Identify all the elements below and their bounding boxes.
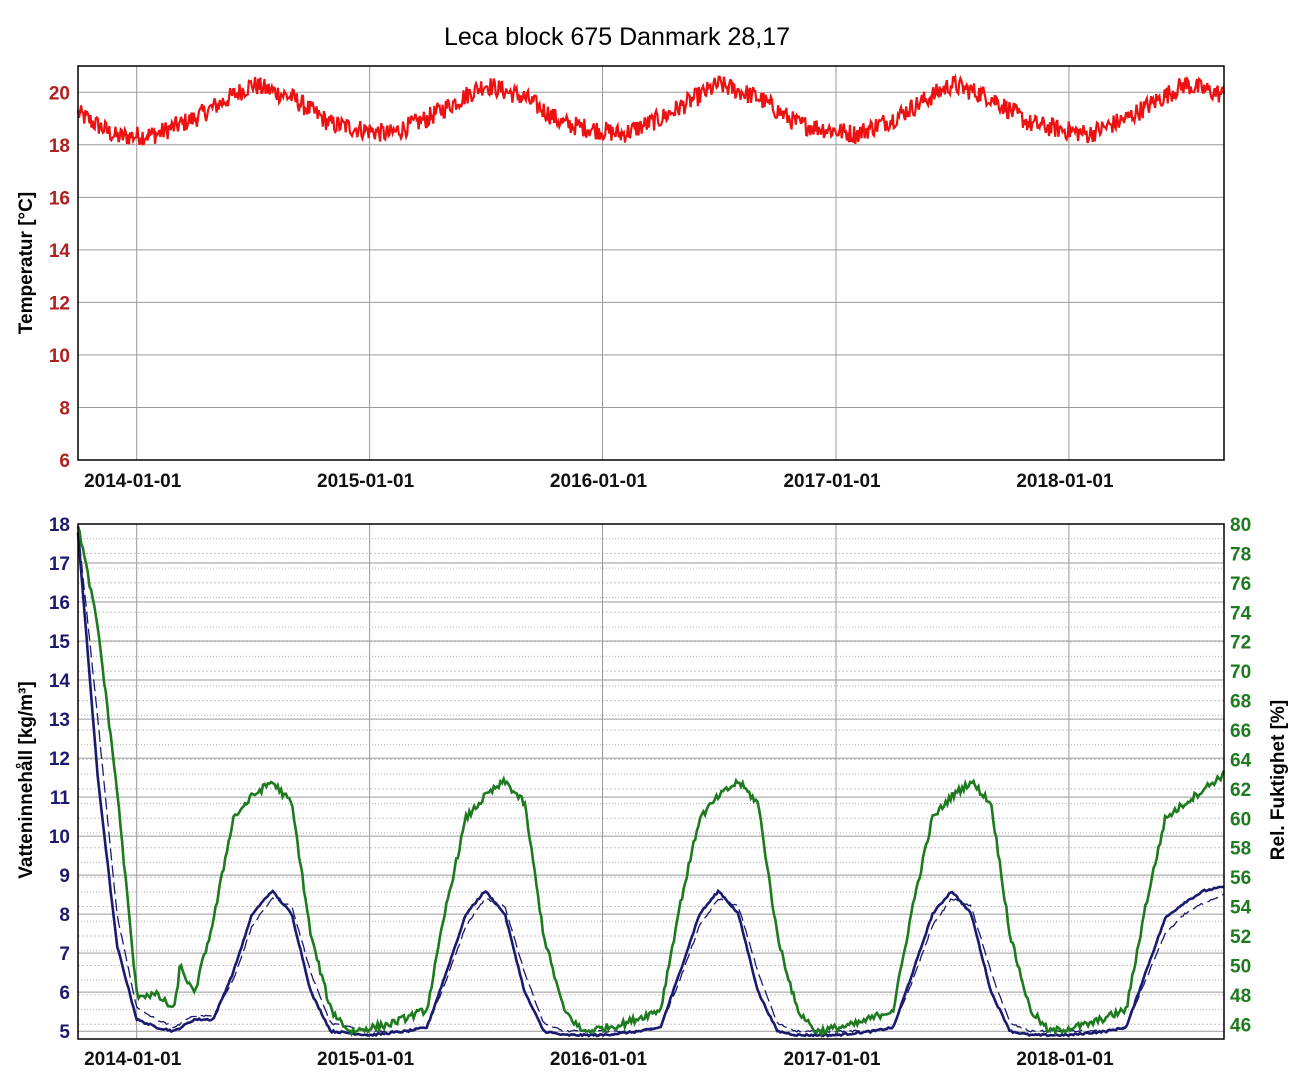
top-chart-series <box>76 73 1226 147</box>
humidity-series-line <box>76 525 1226 1039</box>
bottom-chart-y-ticks: 5 6 7 8 9 10 11 12 13 14 15 16 17 18 <box>49 515 71 1043</box>
bottom-y2-tick-label: 58 <box>1230 839 1251 860</box>
top-y-tick-label: 18 <box>49 136 70 157</box>
top-y-tick-label: 16 <box>49 188 70 209</box>
bottom-y2-tick-label: 62 <box>1230 780 1251 801</box>
top-y-tick-label: 12 <box>49 293 70 314</box>
bottom-x-tick-label: 2016-01-01 <box>550 1049 648 1070</box>
bottom-y2-tick-label: 64 <box>1230 750 1252 771</box>
top-x-tick-label: 2015-01-01 <box>317 471 415 492</box>
top-y-tick-label: 14 <box>49 241 71 262</box>
bottom-y2-tick-label: 66 <box>1230 721 1251 742</box>
top-x-tick-label: 2018-01-01 <box>1016 471 1114 492</box>
bottom-y2-tick-label: 56 <box>1230 868 1251 889</box>
top-x-tick-label: 2017-01-01 <box>783 471 881 492</box>
bottom-y2-tick-label: 46 <box>1230 1015 1251 1036</box>
bottom-y2-tick-label: 52 <box>1230 927 1251 948</box>
bottom-y-tick-label: 5 <box>59 1022 70 1043</box>
bottom-y-tick-label: 9 <box>59 866 70 887</box>
bottom-y-tick-label: 14 <box>49 671 71 692</box>
top-y-tick-label: 20 <box>49 83 70 104</box>
water-content-series-line <box>76 532 1225 1038</box>
bottom-chart-series <box>76 525 1226 1039</box>
bottom-y-tick-label: 16 <box>49 593 70 614</box>
top-x-tick-label: 2016-01-01 <box>550 471 648 492</box>
bottom-chart-y2-label: Rel. Fuktighet [%] <box>1268 700 1289 860</box>
bottom-chart-frame <box>77 523 1225 1040</box>
water-content-dashed-series-line <box>77 527 1225 1034</box>
bottom-y2-tick-label: 78 <box>1230 544 1251 565</box>
top-chart-y-label: Temperatur [°C] <box>16 192 37 334</box>
bottom-y2-tick-label: 80 <box>1230 515 1251 536</box>
bottom-y2-tick-label: 74 <box>1230 603 1252 624</box>
bottom-y2-tick-label: 72 <box>1230 633 1251 654</box>
bottom-y2-tick-label: 48 <box>1230 986 1251 1007</box>
bottom-y2-tick-label: 68 <box>1230 692 1251 713</box>
bottom-y-tick-label: 7 <box>59 944 70 965</box>
bottom-x-tick-label: 2015-01-01 <box>317 1049 415 1070</box>
top-y-tick-label: 10 <box>49 346 70 367</box>
bottom-y-tick-label: 11 <box>50 788 71 809</box>
bottom-y-tick-label: 12 <box>49 749 70 770</box>
bottom-y-tick-label: 17 <box>49 554 70 575</box>
bottom-y2-tick-label: 54 <box>1230 898 1252 919</box>
bottom-y-tick-label: 18 <box>49 515 70 536</box>
top-x-tick-label: 2014-01-01 <box>84 471 182 492</box>
bottom-chart-y2-ticks: 46 48 50 52 54 56 58 60 62 64 66 68 70 72 74 76 78 80 <box>1230 515 1252 1036</box>
top-y-tick-label: 6 <box>59 451 70 472</box>
bottom-y-tick-label: 8 <box>59 905 70 926</box>
bottom-x-tick-label: 2018-01-01 <box>1016 1049 1114 1070</box>
bottom-y-tick-label: 13 <box>49 710 70 731</box>
top-chart-frame <box>77 65 1225 461</box>
top-chart-x-ticks: 2014-01-01 2015-01-01 2016-01-01 2017-01-01… <box>84 471 1114 492</box>
bottom-x-tick-label: 2014-01-01 <box>84 1049 182 1070</box>
temperature-series-line <box>76 73 1226 147</box>
chart-title: Leca block 675 Danmark 28,17 <box>444 23 790 51</box>
bottom-x-tick-label: 2017-01-01 <box>783 1049 881 1070</box>
bottom-y-tick-label: 6 <box>59 983 70 1004</box>
bottom-y-tick-label: 15 <box>49 632 71 653</box>
bottom-y2-tick-label: 50 <box>1230 956 1251 977</box>
top-y-tick-label: 8 <box>59 398 70 419</box>
bottom-y2-tick-label: 76 <box>1230 574 1251 595</box>
bottom-y2-tick-label: 70 <box>1230 662 1251 683</box>
bottom-chart-x-ticks: 2014-01-01 2015-01-01 2016-01-01 2017-01-01… <box>84 1049 1114 1070</box>
bottom-y2-tick-label: 60 <box>1230 809 1251 830</box>
bottom-chart-y-label: Vatteninnehåll [kg/m³] <box>16 681 37 878</box>
bottom-y-tick-label: 10 <box>49 827 70 848</box>
top-chart-y-ticks: 6 8 10 12 14 16 18 20 <box>49 83 71 472</box>
bottom-chart-grid <box>78 523 1224 1039</box>
